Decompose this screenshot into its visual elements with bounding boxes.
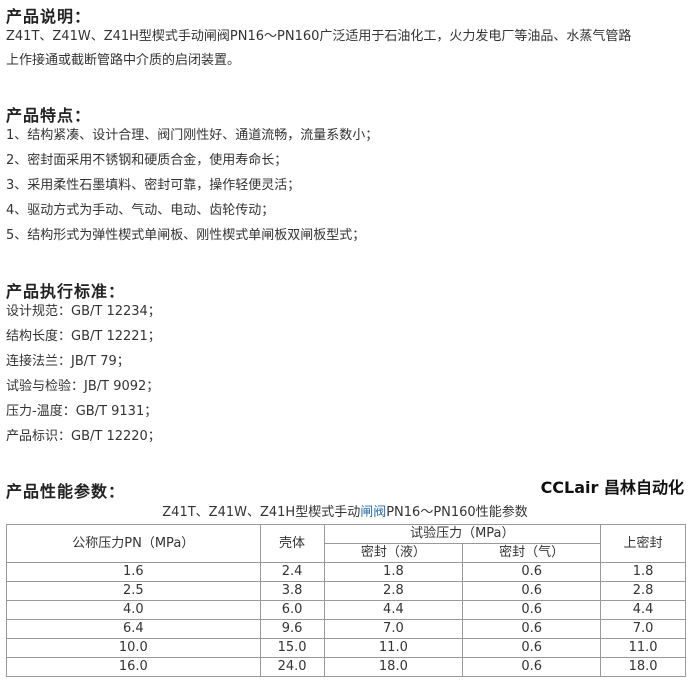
header-upper-seal: 上密封 xyxy=(600,524,686,563)
table-cell: 2.8 xyxy=(600,581,686,601)
standard-item: 产品标识：GB/T 12220； xyxy=(6,429,161,444)
table-cell: 0.6 xyxy=(462,638,602,658)
table-cell: 24.0 xyxy=(259,657,325,677)
table-cell: 7.0 xyxy=(323,619,464,639)
feature-item: 5、结构形式为弹性楔式单闸板、刚性楔式单闸板双闸板型式； xyxy=(6,228,366,243)
standards-heading: 产品执行标准： xyxy=(6,282,126,301)
table-cell: 0.6 xyxy=(462,657,602,677)
table-cell: 7.0 xyxy=(600,619,686,639)
features-heading: 产品特点： xyxy=(6,106,92,125)
table-cell: 1.6 xyxy=(6,562,261,582)
table-cell: 0.6 xyxy=(462,600,602,620)
table-cell: 6.0 xyxy=(259,600,325,620)
params-table: 公称压力PN（MPa） 壳体 试验压力（MPa） 上密封 密封（液） 密封（气） 1.6… xyxy=(6,524,686,677)
header-pn: 公称压力PN（MPa） xyxy=(6,524,261,563)
table-cell: 1.8 xyxy=(323,562,464,582)
table-cell: 2.5 xyxy=(6,581,261,601)
table-row: 16.0 24.0 18.0 0.6 18.0 xyxy=(6,657,686,677)
standard-item: 试验与检验：JB/T 9092； xyxy=(6,379,160,394)
table-cell: 2.4 xyxy=(259,562,325,582)
params-heading: 产品性能参数： xyxy=(6,482,126,501)
table-caption: Z41T、Z41W、Z41H型楔式手动闸阀PN16～PN160性能参数 xyxy=(0,505,690,521)
table-row: 10.0 15.0 11.0 0.6 11.0 xyxy=(6,638,686,658)
table-cell: 15.0 xyxy=(259,638,325,658)
table-cell: 18.0 xyxy=(600,657,686,677)
feature-item: 2、密封面采用不锈钢和硬质合金，使用寿命长； xyxy=(6,153,288,168)
standard-item: 连接法兰：JB/T 79； xyxy=(6,354,130,369)
header-test: 试验压力（MPa） xyxy=(323,524,602,544)
table-cell: 11.0 xyxy=(323,638,464,658)
table-cell: 18.0 xyxy=(323,657,464,677)
table-cell: 3.8 xyxy=(259,581,325,601)
table-row: 6.4 9.6 7.0 0.6 7.0 xyxy=(6,619,686,639)
table-cell: 9.6 xyxy=(259,619,325,639)
caption-link[interactable]: 闸阀 xyxy=(360,505,387,520)
table-cell: 10.0 xyxy=(6,638,261,658)
feature-item: 4、驱动方式为手动、气动、电动、齿轮传动； xyxy=(6,203,275,218)
standard-item: 设计规范：GB/T 12234； xyxy=(6,304,161,319)
desc-line: 上作接通或截断管路中介质的启闭装置。 xyxy=(6,53,241,68)
standard-item: 压力-温度：GB/T 9131； xyxy=(6,404,158,419)
table-row: 4.0 6.0 4.4 0.6 4.4 xyxy=(6,600,686,620)
header-seal-liquid: 密封（液） xyxy=(323,543,464,563)
table-cell: 4.4 xyxy=(323,600,464,620)
desc-line: Z41T、Z41W、Z41H型楔式手动闸阀PN16～PN160广泛适用于石油化工… xyxy=(6,29,632,44)
table-row: 2.5 3.8 2.8 0.6 2.8 xyxy=(6,581,686,601)
table-row: 1.6 2.4 1.8 0.6 1.8 xyxy=(6,562,686,582)
table-cell: 0.6 xyxy=(462,619,602,639)
desc-heading: 产品说明： xyxy=(6,7,92,26)
table-cell: 4.4 xyxy=(600,600,686,620)
watermark: CCLair 昌林自动化 xyxy=(540,478,684,497)
header-seal-gas: 密封（气） xyxy=(462,543,602,563)
table-cell: 11.0 xyxy=(600,638,686,658)
table-cell: 6.4 xyxy=(6,619,261,639)
feature-item: 3、采用柔性石墨填料、密封可靠，操作轻便灵活； xyxy=(6,178,301,193)
caption-text: Z41T、Z41W、Z41H型楔式手动 xyxy=(162,505,361,520)
caption-text: PN16～PN160性能参数 xyxy=(386,505,528,520)
header-shell: 壳体 xyxy=(259,524,325,563)
table-cell: 16.0 xyxy=(6,657,261,677)
table-cell: 4.0 xyxy=(6,600,261,620)
standard-item: 结构长度：GB/T 12221； xyxy=(6,329,161,344)
table-cell: 2.8 xyxy=(323,581,464,601)
feature-item: 1、结构紧凑、设计合理、阀门刚性好、通道流畅，流量系数小； xyxy=(6,128,379,143)
table-cell: 0.6 xyxy=(462,562,602,582)
table-cell: 0.6 xyxy=(462,581,602,601)
table-cell: 1.8 xyxy=(600,562,686,582)
